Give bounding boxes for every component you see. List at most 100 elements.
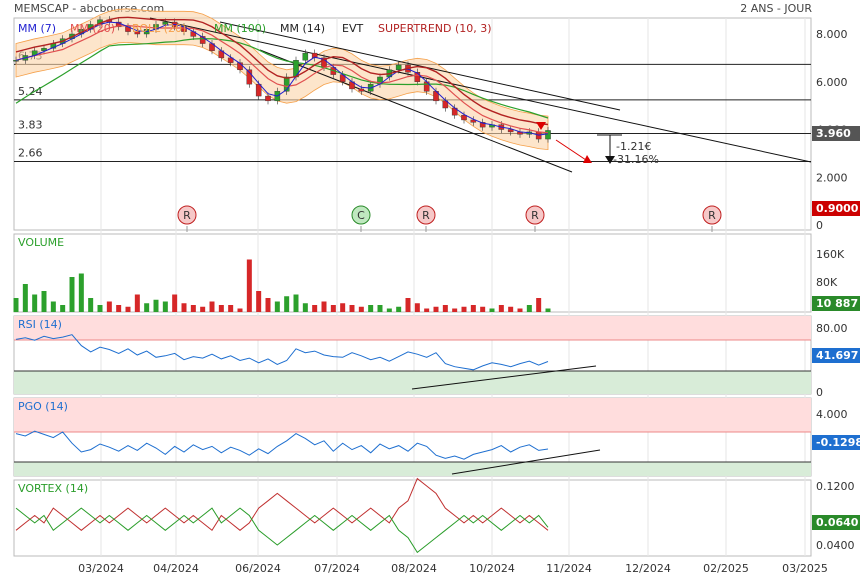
x-label-4: 08/2024 — [391, 562, 437, 575]
volume-tick-80k: 80K — [816, 276, 838, 289]
price-tick-4: 0 — [816, 219, 823, 232]
event-marker-4 — [702, 205, 722, 225]
volume-bar-28 — [274, 301, 280, 312]
legend-mm7: MM (7) — [18, 22, 56, 35]
price-tick-3: 2.000 — [816, 171, 848, 184]
legend-supertrend: SUPERTREND (10, 3) — [378, 22, 492, 35]
event-marker-0 — [177, 205, 197, 225]
volume-bar-8 — [88, 298, 94, 312]
legend-boll: BOLL (20) — [132, 22, 186, 35]
vortex-minus-line — [15, 477, 549, 532]
vortex-plus-line — [15, 507, 549, 554]
volume-bar-13 — [134, 294, 140, 312]
volume-bar-30 — [293, 294, 299, 312]
event-value: 0.9000 — [816, 202, 859, 215]
volume-bar-15 — [153, 299, 159, 312]
projection-annotation: -1.21€ -31.16% — [536, 122, 659, 166]
volume-bar-16 — [162, 301, 168, 312]
candle-body — [442, 100, 449, 109]
volume-bar-3 — [41, 291, 47, 312]
x-axis-labels: 03/2024 04/2024 06/2024 07/2024 08/2024 10/20… — [78, 562, 828, 575]
rsi-tick-80: 80.00 — [816, 322, 848, 335]
volume-title: VOLUME — [18, 236, 64, 249]
volume-bar-36 — [349, 305, 355, 312]
event-label-2: R — [422, 209, 430, 222]
volume-bar-6 — [69, 277, 75, 312]
pgo-title: PGO (14) — [18, 400, 68, 413]
candle-body — [545, 130, 551, 140]
legend-mm20: MM (20) — [70, 22, 115, 35]
candle-body — [395, 64, 402, 71]
pgo-last-tag — [812, 435, 860, 450]
candle-body — [162, 21, 169, 25]
event-marker-3 — [525, 205, 545, 225]
volume-bar-57 — [545, 308, 551, 312]
rsi-overbought-zone — [14, 316, 811, 340]
rsi-tick-0: 0 — [816, 386, 823, 399]
volume-bar-49 — [470, 305, 476, 312]
pgo-line — [15, 430, 549, 460]
volume-bar-20 — [200, 306, 206, 312]
event-label-4: R — [708, 209, 716, 222]
candle-body — [199, 36, 206, 44]
rsi-trendline — [411, 365, 597, 390]
candle-body — [283, 76, 290, 92]
indicator-legend: MM (7) MM (20) BOLL (20) MM (100) MM (14… — [18, 22, 492, 35]
projection-percent: -31.16% — [613, 153, 659, 166]
event-label-3: R — [531, 209, 539, 222]
volume-bar-23 — [228, 305, 234, 312]
rsi-last-value: 41.697 — [816, 349, 858, 362]
event-marker-2 — [416, 205, 436, 225]
level-label-3: 2.66 — [18, 146, 43, 159]
volume-tick-160k: 160K — [816, 248, 845, 261]
candle-body — [461, 114, 467, 121]
volume-bar-54 — [517, 308, 523, 312]
volume-bar-39 — [377, 305, 383, 312]
mm100-line — [15, 37, 549, 119]
event-label-0: R — [183, 209, 191, 222]
volume-bar-22 — [218, 305, 224, 312]
volume-bar-52 — [498, 305, 504, 312]
volume-bar-4 — [50, 301, 56, 312]
vortex-tick-low: 0.0400 — [816, 539, 855, 552]
x-label-2: 06/2024 — [235, 562, 281, 575]
pgo-tick-4: 4.000 — [816, 408, 848, 421]
event-label-1: C — [357, 209, 365, 222]
candle-body — [507, 129, 514, 133]
volume-bar-47 — [452, 308, 458, 312]
supertrend-line — [15, 16, 549, 126]
volume-last-value: 10 887 — [816, 297, 858, 310]
volume-bar-19 — [190, 305, 196, 312]
candle-body — [311, 52, 318, 59]
candle-body — [470, 119, 477, 123]
x-label-9: 03/2025 — [782, 562, 828, 575]
rsi-title: RSI (14) — [18, 318, 62, 331]
rsi-last-tag — [812, 348, 860, 363]
rsi-line — [15, 334, 549, 371]
pgo-lower-zone — [14, 462, 811, 476]
candle-body — [479, 122, 486, 128]
volume-bar-33 — [321, 301, 327, 312]
volume-bar-10 — [106, 301, 112, 312]
candle-body — [255, 83, 262, 97]
volume-bar-24 — [237, 308, 243, 312]
volume-bar-12 — [125, 306, 131, 312]
volume-bar-48 — [461, 306, 467, 312]
vortex-last-tag — [812, 515, 860, 530]
x-label-3: 07/2024 — [314, 562, 360, 575]
x-label-0: 03/2024 — [78, 562, 124, 575]
vortex-title: VORTEX (14) — [18, 482, 88, 495]
volume-bar-9 — [97, 305, 103, 312]
volume-bar-50 — [480, 306, 486, 312]
mm20-line — [15, 24, 549, 134]
pgo-last-value: -0.1298 — [816, 436, 860, 449]
volume-bar-11 — [116, 305, 122, 312]
x-label-1: 04/2024 — [153, 562, 199, 575]
volume-bar-31 — [302, 303, 308, 312]
candle-body — [246, 69, 253, 85]
price-tick-1: 6.000 — [816, 76, 848, 89]
volume-bar-55 — [526, 305, 532, 312]
candle-body — [265, 95, 271, 102]
